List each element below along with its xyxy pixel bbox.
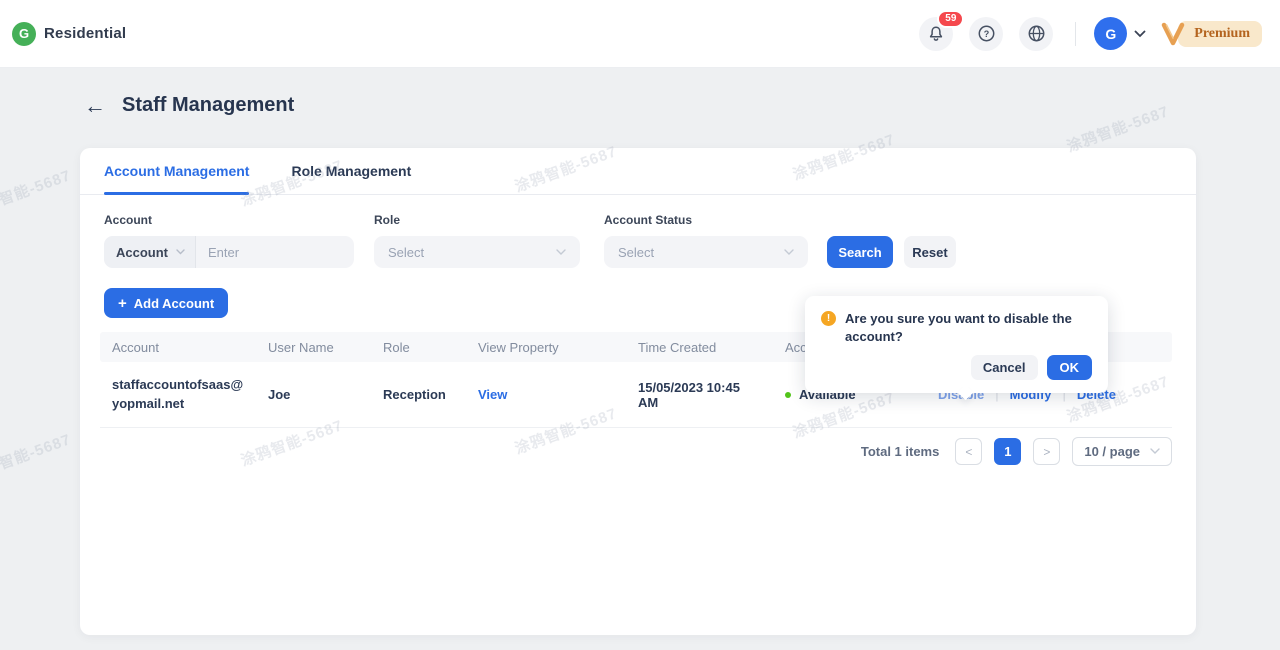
add-account-label: Add Account [133,295,215,311]
premium-label: Premium [1178,20,1262,47]
tab-role-management[interactable]: Role Management [291,148,411,195]
cell-time-created: 15/05/2023 10:45 AM [638,379,740,410]
page-1-button[interactable]: 1 [994,438,1022,465]
add-account-button[interactable]: + Add Account [104,288,229,318]
status-select-value: Select [618,244,655,260]
total-items-text: Total 1 items [860,444,940,459]
header-user-name: User Name [268,339,334,355]
page-size-value: 10 / page [1084,444,1140,459]
pagination: Total 1 items < 1 > 10 / page [861,437,1172,466]
search-button[interactable]: Search [827,236,893,268]
user-avatar[interactable]: G [1094,17,1128,50]
notification-count-badge: 59 [937,9,965,28]
account-filter-label: Account [104,213,152,227]
tab-label: Account Management [104,163,250,179]
user-menu-chevron-down-icon[interactable] [1134,30,1146,38]
popover-message: Are you sure you want to disable the acc… [845,311,1072,344]
premium-badge[interactable]: Premium [1160,20,1262,47]
header-role: Role [383,339,410,355]
header-time-created: Time Created [638,339,717,355]
view-property-link[interactable]: View [478,387,508,402]
help-button[interactable]: ? [969,16,1004,51]
role-select[interactable]: Select [374,236,580,268]
brand-name: Residential [44,25,127,42]
chevron-down-icon [1150,448,1160,454]
chevron-down-icon [176,249,185,255]
cell-role: Reception [383,387,446,402]
help-icon: ? [978,25,995,42]
globe-icon [1028,25,1045,42]
account-type-value: Account [116,244,168,260]
residential-logo-icon: G [12,21,36,46]
brand: G Residential [12,21,127,46]
account-search-input[interactable] [196,244,396,260]
notification-bell-button[interactable]: 59 [919,9,965,51]
back-arrow-icon[interactable]: ← [84,92,106,118]
ok-button[interactable]: OK [1046,355,1092,381]
svg-text:?: ? [984,29,990,39]
status-filter-label: Account Status [604,213,693,227]
bell-icon [930,25,943,41]
disable-confirmation-popover: ! Are you sure you want to disable the a… [805,296,1108,401]
table-row: staffaccountofsaas@yopmail.net Joe Recep… [100,362,1172,428]
tab-bar: Account Management Role Management [80,148,1196,195]
header-view-property: View Property [478,339,559,355]
prev-page-button[interactable]: < [955,438,983,465]
cell-user-name: Joe [268,387,291,402]
language-globe-button[interactable] [1019,16,1054,51]
chevron-down-icon [784,248,794,255]
reset-button[interactable]: Reset [904,236,956,268]
topbar-divider [1075,21,1077,46]
watermark: 涂鸦智能-5687 [0,431,74,484]
topbar-actions: 59 ? G Premium [903,9,1262,51]
page-size-select[interactable]: 10 / page [1072,437,1172,466]
tab-account-management[interactable]: Account Management [104,148,250,195]
page-header: ← Staff Management [84,94,294,117]
watermark: 涂鸦智能-5687 [0,167,74,220]
next-page-button[interactable]: > [1033,438,1061,465]
cancel-button[interactable]: Cancel [970,355,1038,381]
action-separator: | [1062,387,1066,402]
action-separator: | [995,387,999,402]
chevron-down-icon [556,248,566,255]
role-filter-label: Role [374,213,401,227]
account-status-select[interactable]: Select [604,236,808,268]
topbar: G Residential 59 ? G [0,0,1280,68]
account-filter-field: Account [104,236,396,268]
logo-letter: G [18,26,30,41]
staff-management-card: Account Management Role Management Accou… [80,148,1196,635]
tab-label: Role Management [291,163,412,179]
plus-icon: + [118,294,127,312]
role-select-value: Select [388,244,425,260]
avatar-initial: G [1105,25,1117,42]
status-dot-icon [785,391,791,398]
warning-icon: ! [821,311,836,326]
page-title: Staff Management [122,94,295,116]
account-type-select[interactable]: Account [104,236,196,268]
premium-v-icon [1162,22,1185,45]
cell-account: staffaccountofsaas@yopmail.net [112,376,244,411]
header-account: Account [112,339,159,355]
